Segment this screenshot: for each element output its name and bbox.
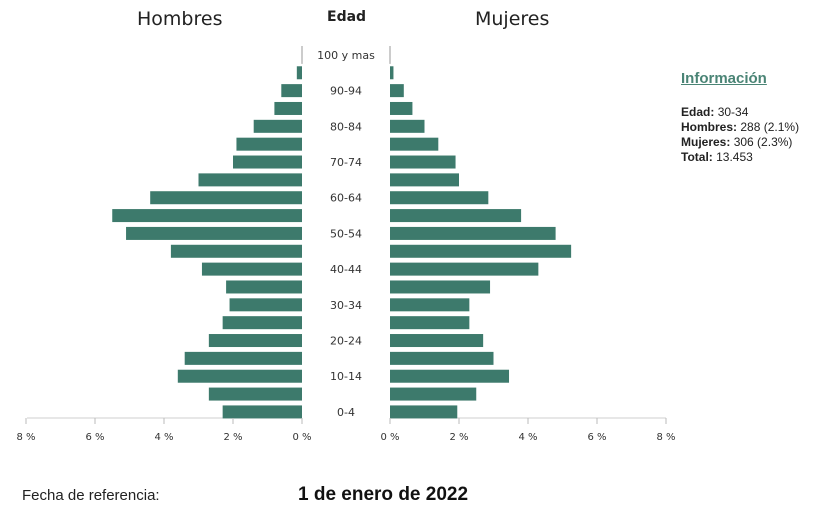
info-row-mujeres: Mujeres: 306 (2.3%) bbox=[681, 135, 799, 150]
info-label-edad: Edad: bbox=[681, 105, 715, 119]
tick-label-left-0: 0 % bbox=[292, 432, 311, 443]
tick-label-right-4: 4 % bbox=[518, 432, 537, 443]
bar-mujeres-55-59 bbox=[390, 209, 522, 223]
info-value-hombres: 288 (2.1%) bbox=[740, 120, 800, 134]
bar-mujeres-30-34 bbox=[390, 298, 470, 312]
bar-hombres-30-34 bbox=[229, 298, 302, 312]
bar-mujeres-0-4 bbox=[390, 405, 458, 419]
bar-hombres-35-39 bbox=[226, 280, 302, 294]
mujeres-title: Mujeres bbox=[475, 8, 550, 30]
bar-hombres-5-9 bbox=[208, 387, 302, 401]
age-label-30-34: 30-34 bbox=[330, 299, 362, 312]
age-label-0-4: 0-4 bbox=[337, 406, 355, 419]
bar-hombres-55-59 bbox=[112, 209, 302, 223]
bar-mujeres-35-39 bbox=[390, 280, 491, 294]
bar-mujeres-65-69 bbox=[390, 173, 459, 187]
age-label-60-64: 60-64 bbox=[330, 192, 362, 205]
bar-mujeres-20-24 bbox=[390, 334, 484, 348]
bar-mujeres-80-84 bbox=[390, 119, 425, 133]
age-label-100 y mas: 100 y mas bbox=[317, 49, 375, 62]
bar-hombres-40-44 bbox=[201, 262, 302, 276]
bar-hombres-20-24 bbox=[208, 334, 302, 348]
age-label-10-14: 10-14 bbox=[330, 370, 362, 383]
bar-hombres-15-19 bbox=[184, 351, 302, 365]
bar-hombres-70-74 bbox=[233, 155, 302, 169]
tick-label-right-8: 8 % bbox=[656, 432, 675, 443]
reference-date-value: 1 de enero de 2022 bbox=[298, 484, 469, 505]
bar-hombres-25-29 bbox=[222, 316, 302, 330]
info-label-mujeres: Mujeres: bbox=[681, 135, 731, 149]
reference-date-label: Fecha de referencia: bbox=[22, 487, 160, 504]
tick-label-left-6: 6 % bbox=[85, 432, 104, 443]
bar-hombres-45-49 bbox=[170, 244, 302, 258]
age-label-50-54: 50-54 bbox=[330, 227, 362, 240]
bar-mujeres-85-89 bbox=[390, 101, 413, 115]
bar-mujeres-75-79 bbox=[390, 137, 439, 151]
age-label-80-84: 80-84 bbox=[330, 120, 362, 133]
edad-title: Edad bbox=[327, 9, 367, 25]
tick-label-right-6: 6 % bbox=[587, 432, 606, 443]
age-label-70-74: 70-74 bbox=[330, 156, 362, 169]
tick-label-left-2: 2 % bbox=[223, 432, 242, 443]
info-value-mujeres: 306 (2.3%) bbox=[733, 135, 793, 149]
tick-label-left-8: 8 % bbox=[16, 432, 35, 443]
info-label-total: Total: bbox=[681, 150, 713, 164]
tick-label-right-2: 2 % bbox=[449, 432, 468, 443]
info-label-hombres: Hombres: bbox=[681, 120, 738, 134]
info-row-hombres: Hombres: 288 (2.1%) bbox=[681, 120, 799, 135]
bar-hombres-90-94 bbox=[281, 84, 302, 98]
bar-hombres-0-4 bbox=[222, 405, 302, 419]
bar-hombres-10-14 bbox=[177, 369, 302, 383]
age-label-40-44: 40-44 bbox=[330, 263, 362, 276]
info-panel: Información Edad: 30-34 Hombres: 288 (2.… bbox=[681, 70, 799, 165]
hombres-title: Hombres bbox=[137, 8, 223, 30]
info-row-edad: Edad: 30-34 bbox=[681, 105, 799, 120]
bar-mujeres-15-19 bbox=[390, 351, 494, 365]
bar-mujeres-40-44 bbox=[390, 262, 539, 276]
bar-hombres-60-64 bbox=[150, 191, 302, 205]
bar-mujeres-45-49 bbox=[390, 244, 572, 258]
info-title[interactable]: Información bbox=[681, 70, 767, 87]
bar-hombres-95-99 bbox=[296, 66, 302, 80]
tick-label-left-4: 4 % bbox=[154, 432, 173, 443]
bar-hombres-85-89 bbox=[274, 101, 302, 115]
bar-mujeres-50-54 bbox=[390, 226, 556, 240]
age-label-90-94: 90-94 bbox=[330, 85, 362, 98]
bar-mujeres-25-29 bbox=[390, 316, 470, 330]
bar-mujeres-90-94 bbox=[390, 84, 404, 98]
bar-mujeres-5-9 bbox=[390, 387, 477, 401]
bar-hombres-65-69 bbox=[198, 173, 302, 187]
info-row-total: Total: 13.453 bbox=[681, 150, 799, 165]
bar-mujeres-95-99 bbox=[390, 66, 394, 80]
info-value-total: 13.453 bbox=[716, 150, 753, 164]
info-value-edad: 30-34 bbox=[717, 105, 749, 119]
bar-mujeres-70-74 bbox=[390, 155, 456, 169]
bar-mujeres-10-14 bbox=[390, 369, 510, 383]
bar-hombres-50-54 bbox=[126, 226, 302, 240]
tick-label-right-0: 0 % bbox=[380, 432, 399, 443]
bar-hombres-75-79 bbox=[236, 137, 302, 151]
age-label-20-24: 20-24 bbox=[330, 335, 362, 348]
bar-mujeres-60-64 bbox=[390, 191, 489, 205]
bar-hombres-80-84 bbox=[253, 119, 302, 133]
